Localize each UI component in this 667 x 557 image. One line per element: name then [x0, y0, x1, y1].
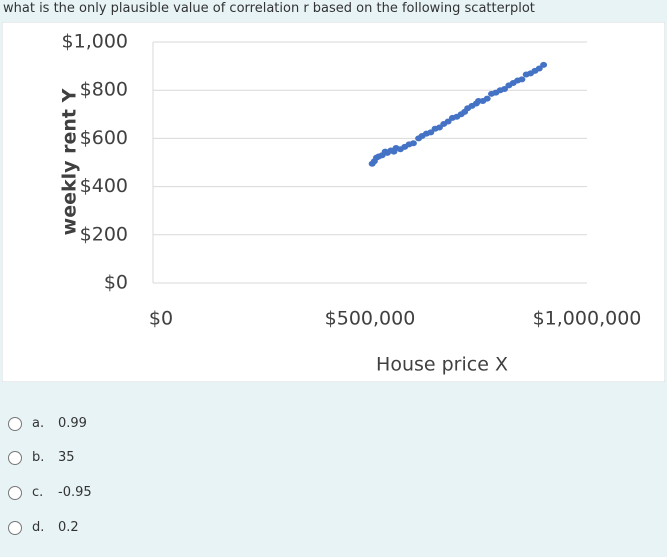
option: a. 0.99: [8, 416, 87, 431]
option: c. -0.95: [8, 485, 92, 500]
point: [483, 95, 491, 102]
option-letter: c.: [32, 485, 44, 500]
radio-button[interactable]: [8, 450, 22, 465]
point: [435, 124, 443, 131]
option-text: 0.99: [58, 416, 87, 431]
option-text: 0.2: [58, 520, 79, 535]
option-text: -0.95: [58, 485, 92, 500]
point: [501, 85, 509, 92]
y-tick-label: $400: [80, 175, 128, 197]
y-tick-label: $1,000: [62, 31, 128, 53]
point: [535, 65, 543, 72]
option: d. 0.2: [8, 520, 79, 535]
point: [518, 76, 526, 83]
radio-button[interactable]: [8, 485, 22, 500]
point: [409, 140, 417, 147]
option-letter: a.: [32, 416, 45, 431]
x-tick-label: $500,000: [325, 308, 416, 330]
radio-button[interactable]: [8, 416, 22, 431]
question: what is the only plausible value of corr…: [3, 1, 535, 16]
option-text: 35: [58, 450, 75, 465]
point: [540, 61, 548, 68]
y-axis-title: weekly rent Y: [59, 88, 81, 235]
x-tick-label: $0: [149, 308, 173, 330]
point: [444, 118, 452, 125]
chart: $0 $200 $400 $600 $800 $1,000 $0 $500,000 $1,000…: [2, 22, 665, 382]
option-letter: d.: [32, 520, 45, 535]
x-tick-label: $1,000,000: [533, 308, 642, 330]
option-letter: b.: [32, 450, 45, 465]
chart-area: [2, 22, 665, 382]
point: [427, 129, 435, 136]
y-tick-label: $0: [104, 272, 128, 294]
y-tick-label: $800: [80, 79, 128, 101]
x-axis-title: House price X: [376, 354, 508, 376]
radio-button[interactable]: [8, 520, 22, 535]
option: b. 35: [8, 450, 75, 465]
y-tick-label: $200: [80, 223, 128, 245]
y-tick-label: $600: [80, 127, 128, 149]
